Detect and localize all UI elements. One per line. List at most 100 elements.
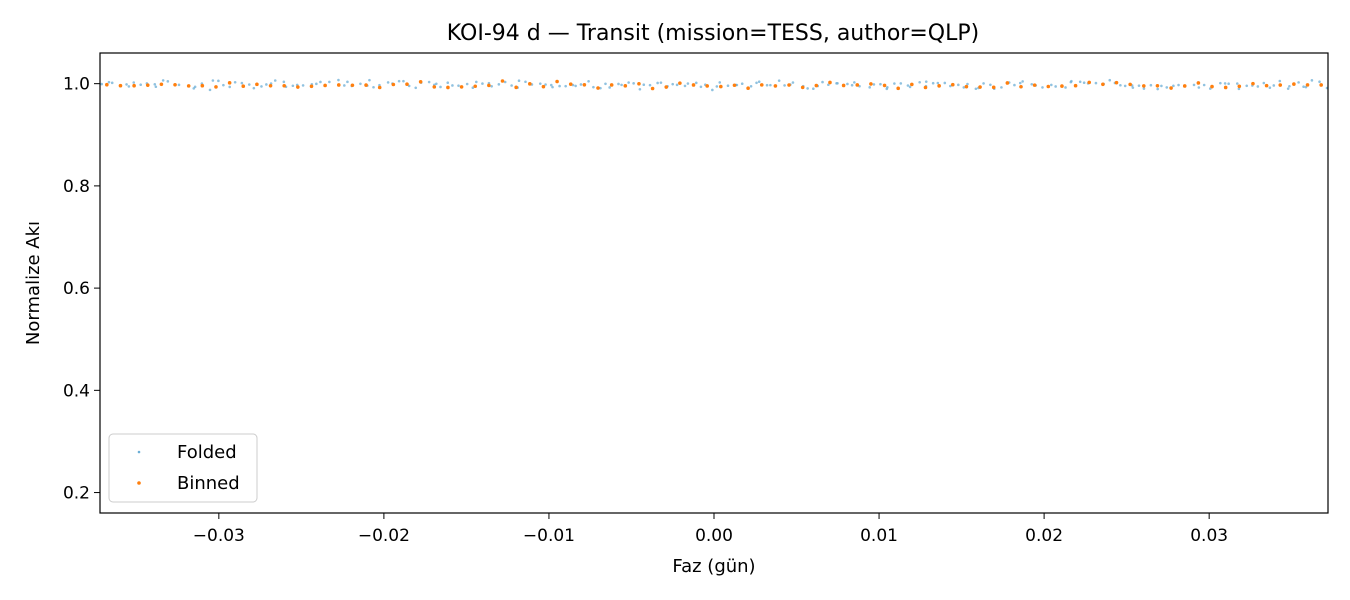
folded-point	[777, 79, 781, 82]
binned-point	[637, 81, 641, 86]
binned-point	[978, 85, 982, 89]
y-tick-label: 0.4	[63, 381, 90, 401]
folded-point	[735, 83, 739, 87]
folded-point	[372, 85, 375, 89]
folded-point	[918, 80, 921, 84]
folded-point	[346, 80, 349, 84]
legend: Folded Binned	[108, 433, 258, 503]
legend-label-binned: Binned	[177, 473, 240, 494]
folded-point	[451, 84, 454, 87]
folded-point	[1123, 84, 1127, 88]
folded-point	[962, 86, 966, 89]
binned-point	[255, 82, 259, 87]
folded-point	[949, 84, 952, 88]
folded-point	[359, 82, 362, 86]
folded-point	[1235, 82, 1239, 85]
folded-point	[475, 80, 478, 84]
folded-point	[592, 85, 595, 89]
folded-point	[247, 83, 251, 86]
folded-point	[368, 78, 371, 82]
folded-point	[648, 83, 652, 87]
y-tick-label: 0.2	[63, 484, 90, 504]
folded-point	[153, 83, 157, 86]
binned-point	[1060, 84, 1064, 88]
folded-point	[228, 85, 232, 89]
folded-point	[872, 83, 876, 86]
folded-point	[510, 84, 513, 87]
binned-point	[1073, 83, 1078, 88]
binned-point	[1237, 84, 1242, 89]
x-axis-ticks: −0.03 −0.02 −0.01 0.00 0.01 0.02 0.03	[193, 513, 1228, 546]
folded-point	[273, 79, 277, 82]
folded-point	[846, 82, 849, 86]
binned-point	[596, 86, 600, 90]
folded-point	[755, 81, 758, 85]
folded-point	[337, 78, 340, 82]
folded-point	[726, 84, 730, 88]
binned-point	[869, 82, 873, 86]
binned-point	[950, 82, 955, 87]
binned-point	[186, 84, 191, 88]
folded-point	[783, 84, 786, 87]
binned-point	[923, 85, 928, 90]
binned-point	[105, 82, 109, 87]
folded-point	[139, 83, 142, 87]
folded-point	[982, 82, 985, 85]
binned-point	[1005, 81, 1010, 85]
folded-point	[551, 85, 554, 89]
folded-point	[765, 83, 769, 87]
folded-point	[599, 86, 602, 90]
folded-point	[1142, 87, 1146, 90]
folded-point	[1288, 84, 1291, 88]
folded-point	[579, 83, 583, 86]
binned-point	[623, 84, 628, 88]
binned-point	[1278, 83, 1283, 87]
folded-point	[711, 88, 714, 92]
folded-point	[100, 82, 103, 86]
folded-point	[936, 81, 940, 85]
folded-point	[1131, 86, 1135, 89]
binned-point	[855, 83, 860, 87]
folded-point	[154, 85, 158, 89]
binned-point	[773, 84, 778, 88]
binned-point	[582, 83, 587, 87]
folded-point	[1160, 84, 1163, 88]
folded-point	[850, 83, 854, 87]
folded-point	[260, 85, 263, 88]
folded-point	[749, 85, 753, 88]
folded-point	[906, 84, 910, 87]
binned-point	[555, 79, 559, 84]
folded-point	[1082, 81, 1086, 84]
binned-point	[746, 86, 750, 90]
folded-point	[632, 82, 635, 85]
binned-point	[937, 84, 941, 88]
folded-point	[656, 81, 659, 85]
folded-point	[1302, 85, 1305, 89]
binned-point	[1210, 84, 1214, 89]
folded-point	[282, 80, 286, 84]
folded-point	[1108, 78, 1112, 82]
binned-point	[364, 83, 368, 87]
folded-point	[1219, 81, 1222, 85]
folded-point	[291, 84, 295, 88]
folded-point	[517, 79, 521, 83]
binned-point	[1142, 84, 1146, 88]
folded-point	[127, 85, 131, 88]
binned-point	[664, 85, 669, 89]
folded-point	[1070, 79, 1073, 83]
binned-point	[200, 83, 205, 88]
folded-point	[821, 80, 824, 84]
binned-point	[336, 83, 341, 87]
binned-point	[1169, 86, 1173, 90]
folded-point	[1318, 80, 1321, 84]
folded-point	[1078, 80, 1082, 84]
folded-point	[974, 87, 978, 91]
binned-point	[391, 82, 396, 87]
folded-point	[1197, 86, 1201, 89]
folded-point	[490, 84, 493, 88]
folded-point	[924, 80, 928, 83]
folded-point	[233, 80, 237, 84]
folded-point	[627, 81, 630, 84]
folded-point	[1245, 84, 1249, 88]
